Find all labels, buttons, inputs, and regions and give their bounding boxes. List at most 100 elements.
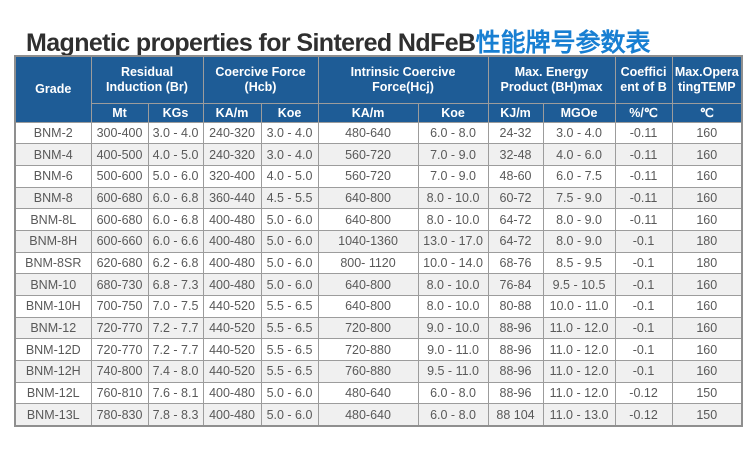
value-cell-hcb-koe: 5.0 - 6.0	[260, 403, 319, 427]
table-row: BNM-12 720-770 7.2 - 7.7 440-520 5.5 - 6…	[14, 316, 743, 340]
header-residual-induction: Residual Induction (Br)	[90, 55, 204, 104]
grade-cell: BNM-12L	[14, 381, 92, 405]
value-cell-hcj-kam: 760-880	[317, 360, 419, 383]
value-cell-coeff: -0.11	[614, 208, 673, 231]
header-coercive-force: Coercive Force (Hcb)	[202, 55, 319, 104]
unit-hcj-kam: KA/m	[317, 102, 419, 123]
value-cell-bhmax-mgoe: 8.0 - 9.0	[542, 229, 616, 253]
value-cell-hcb-koe: 5.0 - 6.0	[260, 273, 319, 296]
header-unit-row: Mt KGs KA/m Koe KA/m Koe KJ/m MGOe %/℃ ℃	[15, 102, 743, 123]
unit-hcb-kam: KA/m	[202, 102, 262, 123]
page-title-english: Magnetic properties for Sintered NdFeB	[26, 28, 476, 57]
value-cell-hcb-koe: 4.0 - 5.0	[260, 164, 319, 188]
value-cell-bhmax-kjm: 88-96	[487, 316, 544, 340]
value-cell-maxtemp: 160	[671, 143, 743, 166]
value-cell-hcb-koe: 5.5 - 6.5	[260, 316, 319, 340]
value-cell-br-mt: 680-730	[90, 273, 149, 296]
value-cell-hcb-kam: 440-520	[202, 295, 262, 318]
value-cell-br-mt: 600-680	[90, 208, 149, 231]
value-cell-br-mt: 720-770	[90, 316, 149, 340]
value-cell-br-kgs: 6.0 - 6.8	[147, 208, 204, 231]
value-cell-hcj-kam: 560-720	[317, 143, 419, 166]
value-cell-bhmax-mgoe: 11.0 - 12.0	[542, 316, 616, 340]
value-cell-br-mt: 700-750	[90, 295, 149, 318]
value-cell-coeff: -0.1	[614, 251, 673, 275]
table-row: BNM-4 400-500 4.0 - 5.0 240-320 3.0 - 4.…	[14, 143, 743, 166]
header-coefficient-of-b: Coefficient of B	[614, 55, 673, 104]
value-cell-bhmax-mgoe: 11.0 - 12.0	[542, 338, 616, 362]
value-cell-hcj-koe: 6.0 - 8.0	[417, 121, 489, 145]
unit-br-mt: Mt	[90, 102, 149, 123]
value-cell-bhmax-kjm: 68-76	[487, 251, 544, 275]
table-row: BNM-12D 720-770 7.2 - 7.7 440-520 5.5 - …	[14, 338, 743, 362]
value-cell-maxtemp: 150	[671, 381, 743, 405]
value-cell-hcb-koe: 5.5 - 6.5	[260, 338, 319, 362]
value-cell-bhmax-mgoe: 8.5 - 9.5	[542, 251, 616, 275]
page-title-chinese: 性能牌号参数表	[475, 28, 651, 57]
table-row: BNM-10 680-730 6.8 - 7.3 400-480 5.0 - 6…	[14, 273, 743, 296]
table-row: BNM-12H 740-800 7.4 - 8.0 440-520 5.5 - …	[14, 360, 743, 383]
value-cell-br-mt: 620-680	[90, 251, 149, 275]
grade-cell: BNM-8	[14, 186, 92, 210]
value-cell-br-mt: 740-800	[90, 360, 149, 383]
value-cell-bhmax-mgoe: 11.0 - 12.0	[542, 360, 616, 383]
value-cell-hcb-koe: 5.5 - 6.5	[260, 295, 319, 318]
header-max-energy-product: Max. Energy Product (BH)max	[487, 55, 616, 104]
value-cell-bhmax-kjm: 88-96	[487, 338, 544, 362]
value-cell-maxtemp: 160	[671, 295, 743, 318]
header-grade: Grade	[14, 55, 92, 123]
value-cell-br-kgs: 3.0 - 4.0	[147, 121, 204, 145]
unit-hcb-koe: Koe	[260, 102, 319, 123]
grade-cell: BNM-13L	[14, 403, 92, 427]
value-cell-maxtemp: 180	[671, 229, 743, 253]
value-cell-hcb-kam: 440-520	[202, 360, 262, 383]
value-cell-bhmax-kjm: 88-96	[487, 381, 544, 405]
table-row: BNM-12L 760-810 7.6 - 8.1 400-480 5.0 - …	[14, 381, 743, 405]
value-cell-hcj-kam: 640-800	[317, 295, 419, 318]
value-cell-maxtemp: 160	[671, 273, 743, 296]
grade-cell: BNM-6	[14, 164, 92, 188]
value-cell-br-kgs: 6.0 - 6.6	[147, 229, 204, 253]
grade-cell: BNM-8H	[14, 229, 92, 253]
value-cell-bhmax-mgoe: 9.5 - 10.5	[542, 273, 616, 296]
value-cell-coeff: -0.1	[614, 295, 673, 318]
unit-hcj-koe: Koe	[417, 102, 489, 123]
value-cell-coeff: -0.12	[614, 403, 673, 427]
value-cell-hcj-koe: 8.0 - 10.0	[417, 208, 489, 231]
value-cell-hcb-kam: 360-440	[202, 186, 262, 210]
magnetic-properties-table: Grade Residual Induction (Br) Coercive F…	[14, 55, 744, 427]
value-cell-hcj-koe: 8.0 - 10.0	[417, 186, 489, 210]
table-row: BNM-8L 600-680 6.0 - 6.8 400-480 5.0 - 6…	[14, 208, 743, 231]
grade-cell: BNM-10H	[14, 295, 92, 318]
value-cell-bhmax-kjm: 64-72	[487, 208, 544, 231]
header-intrinsic-coercive-force: Intrinsic Coercive Force(Hcj)	[317, 55, 489, 104]
value-cell-bhmax-kjm: 24-32	[487, 121, 544, 145]
value-cell-maxtemp: 160	[671, 186, 743, 210]
value-cell-br-kgs: 6.2 - 6.8	[147, 251, 204, 275]
table-row: BNM-10H 700-750 7.0 - 7.5 440-520 5.5 - …	[14, 295, 743, 318]
value-cell-hcj-koe: 7.0 - 9.0	[417, 143, 489, 166]
unit-temp-c: ℃	[671, 102, 743, 123]
value-cell-hcb-kam: 400-480	[202, 403, 262, 427]
grade-cell: BNM-2	[14, 121, 92, 145]
value-cell-hcb-kam: 400-480	[202, 229, 262, 253]
value-cell-hcb-kam: 400-480	[202, 208, 262, 231]
value-cell-br-mt: 760-810	[90, 381, 149, 405]
value-cell-hcj-koe: 9.5 - 11.0	[417, 360, 489, 383]
value-cell-hcb-kam: 240-320	[202, 143, 262, 166]
value-cell-br-kgs: 6.0 - 6.8	[147, 186, 204, 210]
table-row: BNM-2 300-400 3.0 - 4.0 240-320 3.0 - 4.…	[14, 121, 743, 145]
value-cell-bhmax-kjm: 80-88	[487, 295, 544, 318]
value-cell-hcj-kam: 720-880	[317, 338, 419, 362]
value-cell-bhmax-mgoe: 10.0 - 11.0	[542, 295, 616, 318]
value-cell-bhmax-mgoe: 4.0 - 6.0	[542, 143, 616, 166]
value-cell-br-kgs: 4.0 - 5.0	[147, 143, 204, 166]
unit-bhmax-kjm: KJ/m	[487, 102, 544, 123]
value-cell-hcj-kam: 480-640	[317, 121, 419, 145]
value-cell-hcb-kam: 400-480	[202, 251, 262, 275]
value-cell-br-mt: 600-680	[90, 186, 149, 210]
table-row: BNM-13L 780-830 7.8 - 8.3 400-480 5.0 - …	[14, 403, 743, 427]
grade-cell: BNM-12H	[14, 360, 92, 383]
value-cell-bhmax-kjm: 88-96	[487, 360, 544, 383]
grade-cell: BNM-8SR	[14, 251, 92, 275]
